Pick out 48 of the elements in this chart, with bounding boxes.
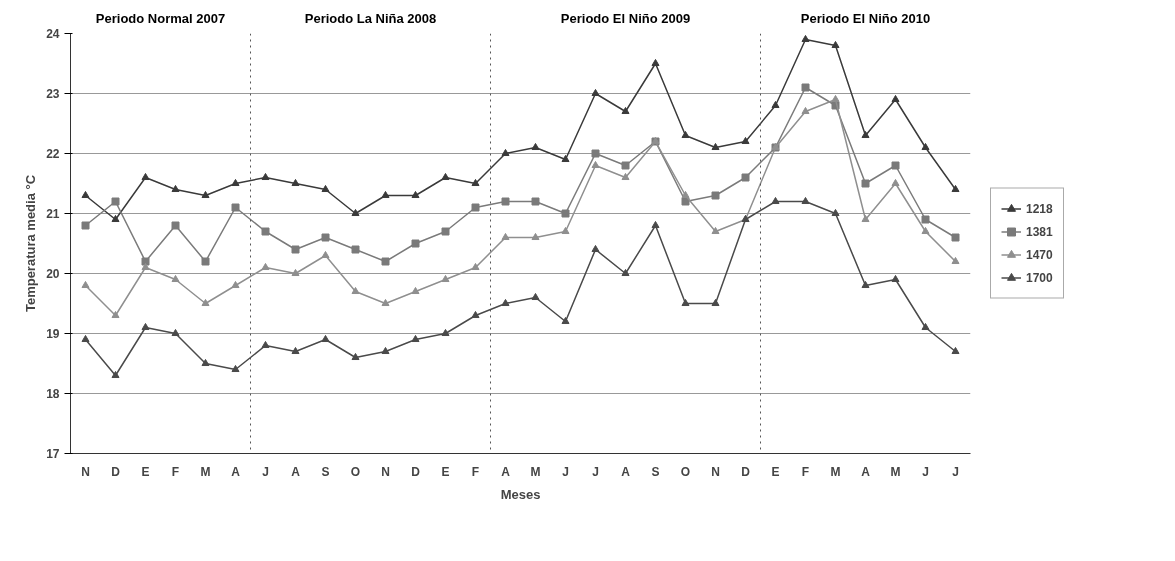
x-tick-label: S <box>321 464 330 479</box>
y-tick-label: 23 <box>46 87 60 101</box>
legend-label: 1218 <box>1026 201 1053 216</box>
x-tick-label: A <box>501 464 511 479</box>
x-tick-label: O <box>680 464 691 479</box>
x-tick-label: J <box>262 464 269 479</box>
x-tick-label: O <box>350 464 361 479</box>
x-tick-label: M <box>530 464 541 479</box>
x-tick-label: F <box>471 464 480 479</box>
x-tick-label: A <box>291 464 301 479</box>
x-tick-label: D <box>111 464 121 479</box>
x-tick-label: S <box>651 464 660 479</box>
y-tick-label: 24 <box>46 27 60 41</box>
x-axis-title: Meses <box>500 486 541 502</box>
y-tick-label: 18 <box>46 387 60 401</box>
y-tick-label: 19 <box>46 327 60 341</box>
x-tick-label: A <box>621 464 631 479</box>
x-tick-label: E <box>771 464 780 479</box>
text: Periodo Normal 2007 <box>95 10 226 26</box>
x-tick-label: A <box>861 464 871 479</box>
x-tick-label: F <box>801 464 810 479</box>
x-tick-label: M <box>830 464 841 479</box>
x-tick-label: F <box>171 464 180 479</box>
legend-label: 1381 <box>1026 224 1053 239</box>
x-tick-label: M <box>890 464 901 479</box>
x-tick-label: M <box>200 464 211 479</box>
legend-label: 1700 <box>1026 270 1053 285</box>
text: Periodo El Niño 2010 <box>800 10 931 26</box>
x-tick-label: D <box>411 464 421 479</box>
y-tick-label: 22 <box>46 147 60 161</box>
x-tick-label: N <box>711 464 720 479</box>
x-tick-label: D <box>741 464 751 479</box>
legend-label: 1470 <box>1026 247 1053 262</box>
x-tick-label: E <box>441 464 450 479</box>
x-tick-label: N <box>381 464 390 479</box>
text: Periodo La Niña 2008 <box>304 10 437 26</box>
x-tick-label: J <box>562 464 569 479</box>
x-tick-label: J <box>952 464 959 479</box>
x-tick-label: N <box>81 464 90 479</box>
y-tick-label: 17 <box>46 447 60 461</box>
x-tick-label: E <box>141 464 150 479</box>
text: Periodo El Niño 2009 <box>560 10 691 26</box>
x-tick-label: J <box>592 464 599 479</box>
y-tick-label: 21 <box>46 207 60 221</box>
x-tick-label: A <box>231 464 241 479</box>
y-axis-title: Temperatura media °C <box>23 174 39 313</box>
x-tick-label: J <box>922 464 929 479</box>
y-tick-label: 20 <box>46 267 60 281</box>
